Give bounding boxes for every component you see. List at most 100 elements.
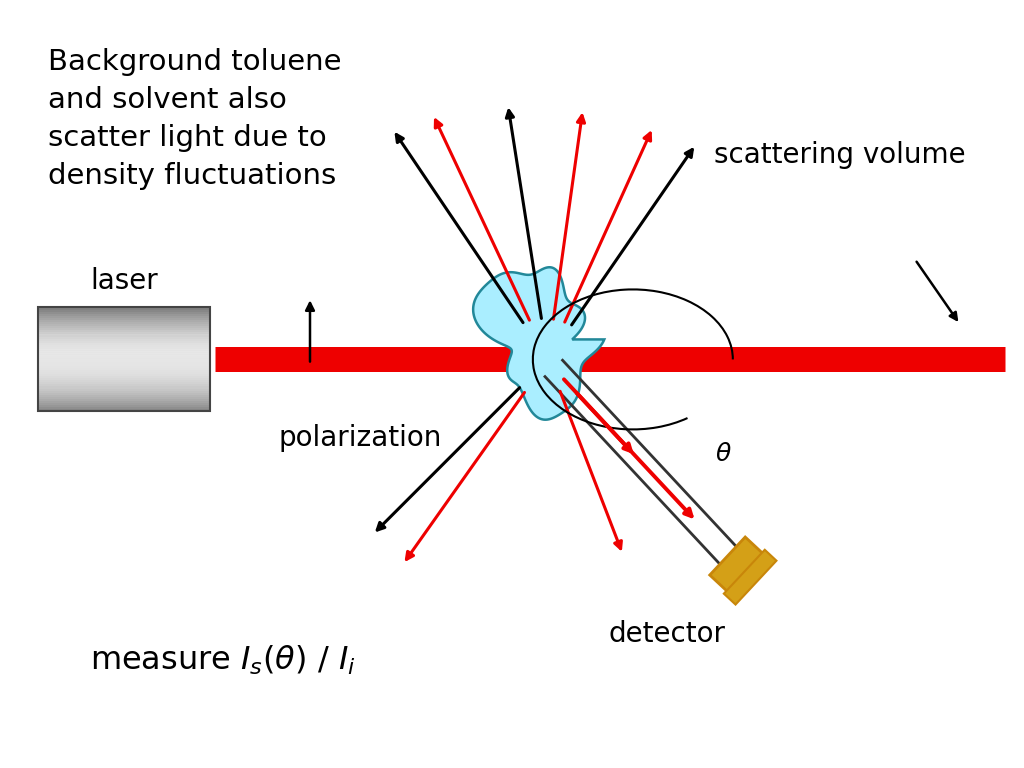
Bar: [38, 380, 210, 382]
Bar: [38, 313, 210, 316]
Bar: [38, 392, 210, 396]
Bar: [38, 370, 210, 372]
Bar: [38, 318, 210, 320]
Bar: [38, 322, 210, 325]
Text: Background toluene
and solvent also
scatter light due to
density fluctuations: Background toluene and solvent also scat…: [48, 48, 341, 190]
Bar: [38, 366, 210, 368]
Bar: [38, 386, 210, 389]
Bar: [38, 316, 210, 318]
Bar: [38, 345, 210, 347]
Bar: [38, 363, 210, 366]
Bar: [38, 343, 210, 346]
Bar: [38, 326, 210, 329]
Bar: [38, 362, 210, 364]
Bar: [38, 378, 210, 381]
Bar: [38, 330, 210, 333]
Bar: [38, 312, 210, 314]
Bar: [38, 333, 210, 335]
Bar: [38, 356, 210, 358]
Bar: [38, 368, 210, 370]
Bar: [38, 401, 210, 404]
Bar: [38, 395, 210, 397]
FancyBboxPatch shape: [710, 537, 764, 593]
Bar: [38, 376, 210, 379]
Bar: [38, 356, 210, 358]
Text: detector: detector: [608, 620, 725, 648]
Bar: [38, 341, 210, 343]
Bar: [38, 307, 210, 310]
Bar: [38, 374, 210, 376]
Bar: [38, 363, 210, 366]
Bar: [38, 312, 210, 314]
Bar: [38, 318, 210, 320]
Text: polarization: polarization: [279, 425, 441, 452]
Bar: [38, 374, 210, 376]
Bar: [38, 391, 210, 393]
Bar: [38, 385, 210, 387]
Bar: [38, 353, 210, 356]
Bar: [38, 336, 210, 339]
Bar: [38, 307, 210, 310]
Bar: [38, 341, 210, 343]
Bar: [38, 343, 210, 346]
Bar: [38, 339, 210, 341]
Bar: [38, 310, 210, 312]
Bar: [38, 409, 210, 412]
Bar: [38, 359, 210, 362]
Bar: [38, 345, 210, 347]
Bar: [38, 385, 210, 387]
Bar: [38, 328, 210, 331]
Bar: [38, 328, 210, 331]
Bar: [38, 357, 210, 360]
Bar: [38, 324, 210, 326]
Bar: [38, 386, 210, 389]
Bar: [38, 382, 210, 385]
Bar: [38, 392, 210, 396]
Bar: [38, 335, 210, 337]
Bar: [38, 362, 210, 364]
Bar: [38, 335, 210, 337]
Bar: [38, 389, 210, 391]
Bar: [38, 320, 210, 323]
Bar: [38, 336, 210, 339]
Bar: [38, 378, 210, 381]
Bar: [38, 403, 210, 406]
Bar: [38, 333, 210, 335]
Bar: [38, 366, 210, 368]
Bar: [38, 320, 210, 323]
Bar: [38, 357, 210, 360]
Bar: [38, 313, 210, 316]
Bar: [724, 550, 776, 604]
Bar: [38, 372, 210, 375]
Bar: [38, 406, 210, 408]
Bar: [38, 403, 210, 406]
Text: measure $I_s(\theta)$ / $I_i$: measure $I_s(\theta)$ / $I_i$: [90, 644, 355, 677]
Text: laser: laser: [90, 267, 158, 296]
Bar: [38, 351, 210, 354]
Bar: [38, 349, 210, 352]
Bar: [38, 330, 210, 333]
Bar: [38, 339, 210, 341]
Bar: [38, 389, 210, 391]
Bar: [38, 368, 210, 370]
Text: scattering volume: scattering volume: [714, 141, 966, 169]
Bar: [38, 307, 210, 412]
Bar: [38, 324, 210, 326]
Bar: [38, 409, 210, 412]
Bar: [38, 347, 210, 349]
Bar: [38, 359, 210, 362]
Bar: [38, 380, 210, 382]
Bar: [38, 316, 210, 318]
Bar: [38, 401, 210, 404]
Bar: [38, 399, 210, 402]
Bar: [38, 372, 210, 375]
Text: θ: θ: [715, 442, 730, 466]
Bar: [38, 391, 210, 393]
Bar: [38, 322, 210, 325]
Bar: [38, 382, 210, 385]
Bar: [38, 310, 210, 312]
Bar: [38, 406, 210, 408]
Bar: [38, 370, 210, 372]
Bar: [38, 347, 210, 349]
Bar: [38, 407, 210, 410]
